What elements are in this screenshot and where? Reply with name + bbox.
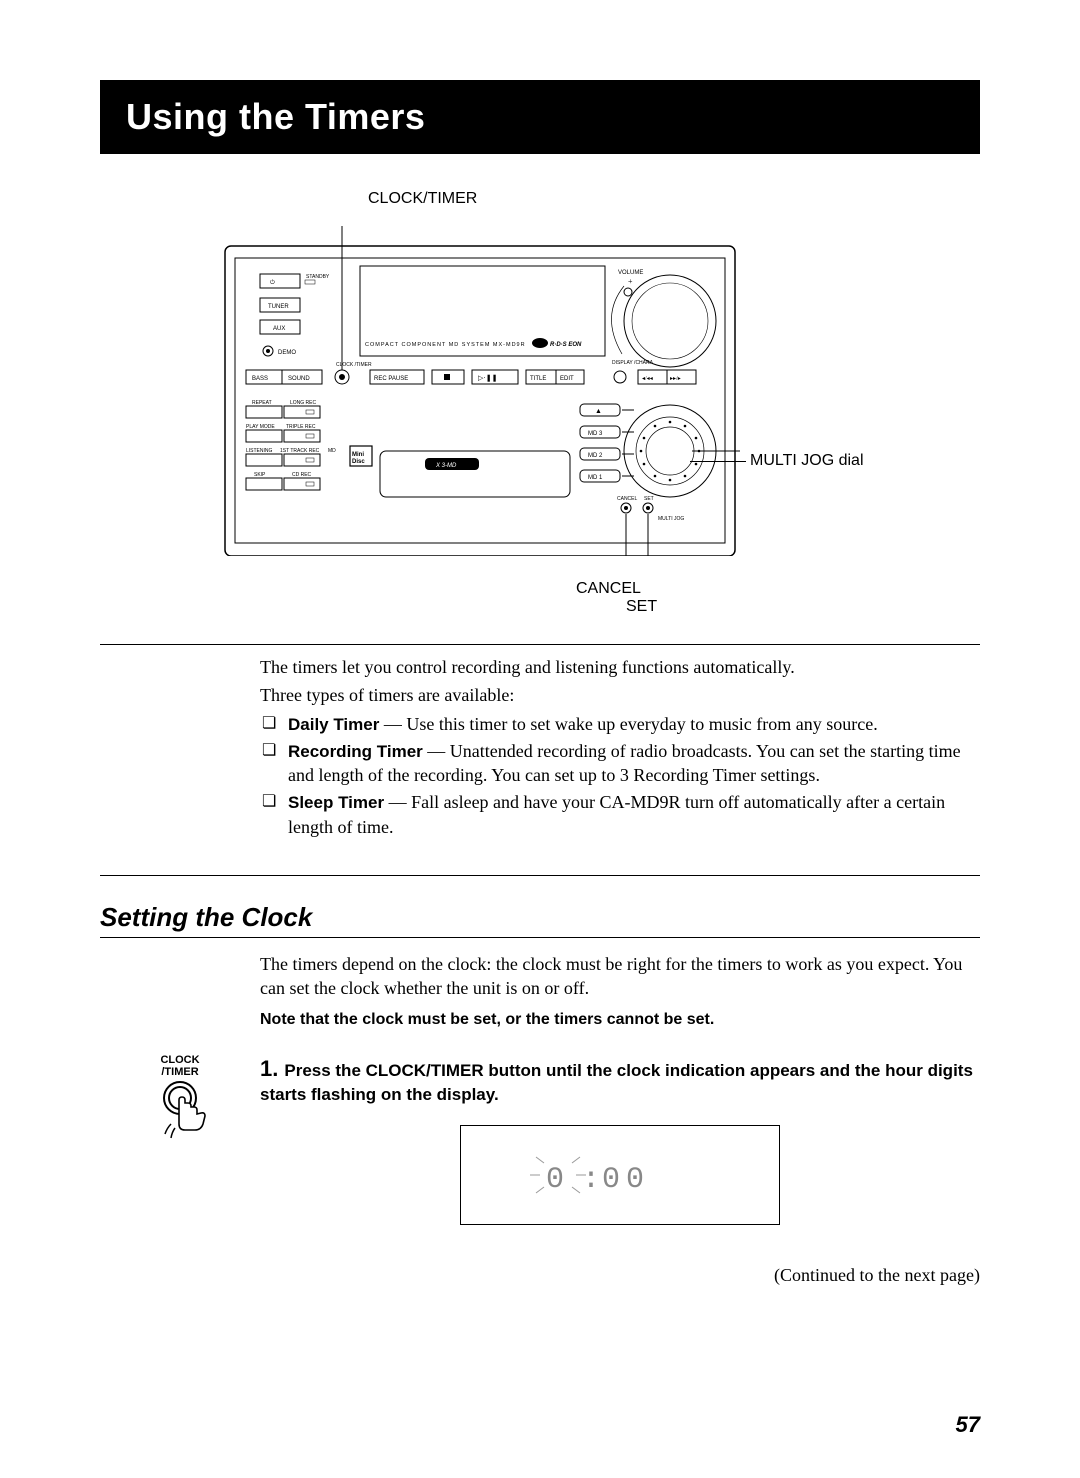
intro-block: The timers let you control recording and… <box>260 655 980 839</box>
cancel-callout: CANCEL <box>576 580 641 598</box>
svg-text:CANCEL: CANCEL <box>617 496 638 502</box>
svg-text:▸▸/▸: ▸▸/▸ <box>670 376 681 382</box>
multi-jog-callout: MULTI JOG dial <box>750 452 864 470</box>
divider <box>100 937 980 938</box>
timer-name: Recording Timer <box>288 742 423 761</box>
svg-text:▲: ▲ <box>595 407 602 415</box>
list-item: Sleep Timer — Fall asleep and have your … <box>260 790 980 839</box>
svg-text:MD 3: MD 3 <box>588 431 603 437</box>
svg-text:R·D·S EON: R·D·S EON <box>550 342 582 348</box>
section-p1: The timers depend on the clock: the cloc… <box>260 952 980 1001</box>
svg-text:AUX: AUX <box>273 326 285 332</box>
svg-text:STANDBY: STANDBY <box>306 274 330 280</box>
svg-text:SOUND: SOUND <box>288 376 310 382</box>
svg-text:LONG REC: LONG REC <box>290 400 317 406</box>
section-note: Note that the clock must be set, or the … <box>260 1009 980 1031</box>
device-svg: ⏻ STANDBY TUNER AUX DEMO CLOCK /TIMER BA… <box>220 226 740 556</box>
continued-text: (Continued to the next page) <box>100 1265 980 1286</box>
svg-text:TITLE: TITLE <box>530 376 546 382</box>
divider <box>100 644 980 645</box>
svg-text:SKIP: SKIP <box>254 472 266 478</box>
press-button-icon <box>145 1078 215 1148</box>
set-callout: SET <box>626 598 657 616</box>
page-title: Using the Timers <box>126 96 954 138</box>
svg-text:MD 2: MD 2 <box>588 453 603 459</box>
svg-text:DEMO: DEMO <box>278 350 296 356</box>
svg-text:+: + <box>628 277 633 286</box>
svg-text:⏻: ⏻ <box>270 279 275 286</box>
timer-list: Daily Timer — Use this timer to set wake… <box>260 712 980 839</box>
divider <box>100 875 980 876</box>
svg-text:MD: MD <box>328 448 336 454</box>
step-1: CLOCK /TIMER 1.Press the CLOCK/TIMER but… <box>100 1054 980 1225</box>
svg-text:SET: SET <box>644 496 654 502</box>
svg-text:EDIT: EDIT <box>560 376 574 382</box>
icon-label-1: CLOCK <box>160 1054 199 1066</box>
clock-timer-callout: CLOCK/TIMER <box>368 190 477 208</box>
svg-text:TUNER: TUNER <box>268 304 289 310</box>
list-item: Daily Timer — Use this timer to set wake… <box>260 712 980 737</box>
step-text: 1.Press the CLOCK/TIMER button until the… <box>260 1054 980 1107</box>
timer-name: Sleep Timer <box>288 793 384 812</box>
svg-text:X 3-MD: X 3-MD <box>435 463 457 469</box>
svg-text:0: 0 <box>546 1163 566 1197</box>
svg-text:BASS: BASS <box>252 376 268 382</box>
icon-label-2: /TIMER <box>161 1066 198 1078</box>
step-number: 1. <box>260 1056 278 1081</box>
step-text-col: 1.Press the CLOCK/TIMER button until the… <box>260 1054 980 1225</box>
intro-p1: The timers let you control recording and… <box>260 655 980 679</box>
svg-text:CD REC: CD REC <box>292 472 312 478</box>
timer-desc: — Use this timer to set wake up everyday… <box>379 714 877 734</box>
svg-text:00: 00 <box>602 1163 650 1197</box>
clock-display: 0 : 00 <box>460 1125 780 1225</box>
svg-text:MULTI JOG: MULTI JOG <box>658 516 684 522</box>
svg-text:REPEAT: REPEAT <box>252 400 272 406</box>
svg-text:Disc: Disc <box>352 459 365 465</box>
step-instruction: Press the CLOCK/TIMER button until the c… <box>260 1061 973 1104</box>
svg-text:LISTENING: LISTENING <box>246 448 273 454</box>
svg-text:REC PAUSE: REC PAUSE <box>374 376 408 382</box>
list-item: Recording Timer — Unattended recording o… <box>260 739 980 788</box>
svg-text:Mini: Mini <box>352 452 364 458</box>
svg-text:CLOCK /TIMER: CLOCK /TIMER <box>336 362 372 368</box>
svg-text:PLAY MODE: PLAY MODE <box>246 424 275 430</box>
intro-p2: Three types of timers are available: <box>260 683 980 707</box>
svg-text:MD 1: MD 1 <box>588 475 603 481</box>
svg-text:VOLUME: VOLUME <box>618 270 643 276</box>
display-digits-icon: 0 : 00 <box>520 1145 720 1205</box>
step-icon: CLOCK /TIMER <box>100 1054 260 1148</box>
svg-text:TRIPLE REC: TRIPLE REC <box>286 424 316 430</box>
timer-name: Daily Timer <box>288 715 379 734</box>
svg-text:1ST TRACK REC: 1ST TRACK REC <box>280 448 320 454</box>
svg-text:COMPACT COMPONENT MD SYST: COMPACT COMPONENT MD SYSTEM MX-MD9R <box>365 342 526 348</box>
section-heading: Setting the Clock <box>100 902 980 933</box>
title-bar: Using the Timers <box>100 80 980 154</box>
timer-desc: — Fall asleep and have your CA-MD9R turn… <box>288 792 945 837</box>
page-number: 57 <box>956 1412 980 1438</box>
svg-text:▷·❚❚: ▷·❚❚ <box>478 374 497 382</box>
svg-text:◂/◂◂: ◂/◂◂ <box>642 376 653 382</box>
section-body: The timers depend on the clock: the cloc… <box>260 952 980 1030</box>
device-diagram: CLOCK/TIMER ⏻ STANDBY TUNER AUX DEMO CLO… <box>220 190 860 616</box>
